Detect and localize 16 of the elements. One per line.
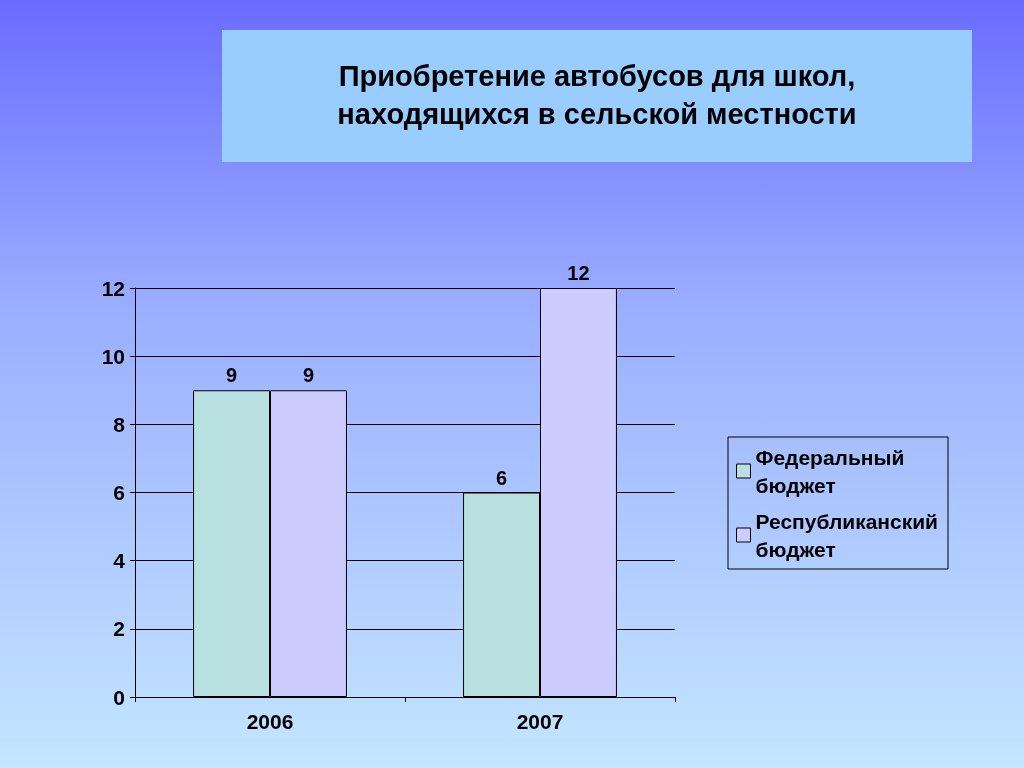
- data-label: 9: [302, 364, 315, 387]
- y-tick-label: 6: [113, 481, 125, 504]
- y-tick-label: 2: [113, 617, 125, 641]
- y-tick-label: 4: [113, 549, 126, 573]
- legend-label: Республиканский бюджет: [755, 509, 939, 561]
- data-label: 6: [495, 466, 508, 489]
- x-tick-label: 2006: [246, 710, 294, 733]
- x-tick-label: 2007: [516, 710, 564, 733]
- y-tick-label: 8: [113, 412, 126, 436]
- data-label: 12: [567, 262, 590, 284]
- y-tick-label: 12: [101, 276, 125, 300]
- legend-label: Федеральный бюджет: [755, 445, 905, 497]
- y-tick-label: 10: [101, 344, 125, 368]
- data-label: 9: [225, 364, 238, 387]
- chart-title: Приобретение автобусов для школ, находящихся в сельской местности: [336, 59, 858, 132]
- y-tick-label: 0: [113, 685, 125, 709]
